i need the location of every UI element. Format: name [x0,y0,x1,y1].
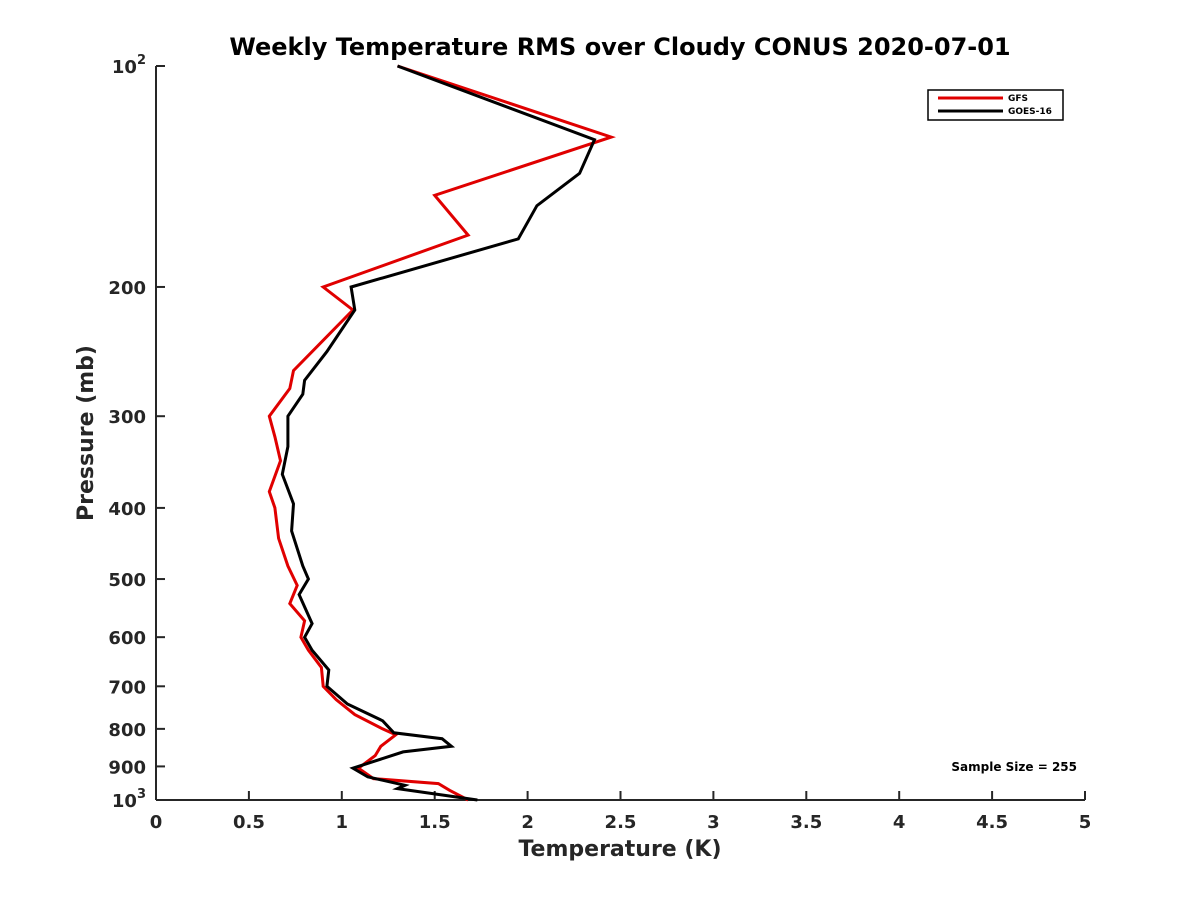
chart-title: Weekly Temperature RMS over Cloudy CONUS… [229,33,1010,61]
y-tick-label: 600 [108,628,146,649]
y-tick-label: 700 [108,677,146,698]
y-tick-label: 102 [112,53,146,78]
series-layer [267,64,616,802]
x-tick-label: 0 [150,812,163,833]
x-axis-label: Temperature (K) [518,837,721,862]
series-line-goes-16 [280,64,597,802]
y-tick-label: 103 [112,787,146,812]
legend-label: GFS [1008,94,1028,104]
x-tick-label: 1.5 [419,812,451,833]
y-tick-label: 900 [108,757,146,778]
sample-size-annotation: Sample Size = 255 [951,760,1077,774]
y-tick-label: 400 [108,499,146,520]
x-tick-label: 1 [336,812,349,833]
x-tick-label: 5 [1079,812,1092,833]
legend-label: GOES-16 [1008,107,1052,117]
y-tick-label: 800 [108,720,146,741]
y-tick-label: 500 [108,570,146,591]
y-tick-label: 300 [108,407,146,428]
series-line-gfs [267,64,616,802]
axes: 0 0.5 1 1.5 2 2.5 3 3.5 4 4.5 5 102 200 300 400 500 600 7… [108,53,1091,833]
x-tick-label: 4 [893,812,906,833]
legend-box [927,89,1064,121]
x-tick-label: 3.5 [790,812,822,833]
x-tick-label: 3 [707,812,720,833]
x-tick-label: 2 [521,812,534,833]
x-tick-label: 0.5 [233,812,265,833]
x-tick-label: 2.5 [605,812,637,833]
y-axis-label: Pressure (mb) [74,345,99,521]
x-tick-label: 4.5 [976,812,1008,833]
y-tick-label: 200 [108,278,146,299]
legend: GFS GOES-16 [927,89,1064,121]
